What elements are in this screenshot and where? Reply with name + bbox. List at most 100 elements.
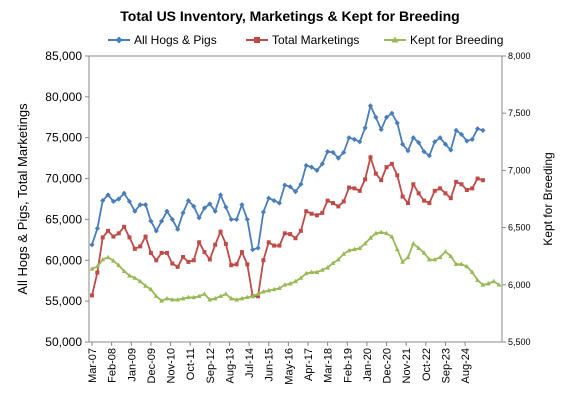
data-point	[266, 240, 271, 245]
x-tick-label: Aug-24	[460, 348, 472, 383]
data-point	[260, 289, 266, 294]
data-point	[180, 210, 186, 216]
y-axis-right: 5,500 6,000 6,500 7,000 7,500 8,000	[502, 51, 531, 347]
data-point	[250, 247, 256, 253]
x-tick-label: Feb-19	[342, 348, 354, 383]
data-point	[245, 262, 250, 267]
data-point	[480, 127, 486, 133]
y-left-tick-label: 50,000	[45, 335, 82, 349]
data-point	[389, 161, 394, 166]
data-point	[480, 178, 485, 183]
y-right-tick-label: 7,000	[508, 165, 531, 175]
x-tick-label: Apr-17	[303, 348, 315, 381]
data-point	[314, 167, 320, 173]
data-point	[239, 202, 245, 208]
x-tick-label: Dec-20	[382, 348, 394, 383]
data-point	[453, 261, 459, 267]
data-point	[357, 188, 362, 193]
data-point	[320, 210, 325, 215]
data-point	[234, 297, 239, 302]
data-point	[405, 254, 411, 260]
legend-label: All Hogs & Pigs	[134, 33, 217, 47]
series-layer	[89, 103, 502, 303]
data-point	[480, 282, 486, 287]
data-point	[384, 165, 389, 170]
data-point	[186, 259, 191, 264]
data-point	[143, 283, 148, 288]
data-point	[443, 249, 448, 254]
data-point	[352, 186, 357, 191]
data-point	[314, 213, 319, 218]
data-point	[228, 216, 234, 223]
data-point	[159, 298, 165, 303]
data-point	[491, 278, 497, 284]
series-total-marketings	[90, 154, 485, 299]
data-point	[170, 261, 175, 266]
legend-marker	[115, 36, 123, 44]
data-point	[405, 148, 411, 154]
data-point	[153, 293, 159, 299]
data-point	[485, 281, 491, 286]
data-point	[298, 275, 304, 280]
data-point	[314, 269, 320, 275]
data-point	[175, 264, 180, 269]
data-point	[464, 138, 470, 144]
data-point	[383, 114, 390, 120]
data-point	[207, 257, 212, 262]
data-point	[272, 243, 277, 248]
data-point	[260, 209, 266, 215]
data-point	[266, 195, 272, 201]
data-point	[244, 294, 250, 300]
data-point	[89, 242, 95, 248]
x-tick-label: Aug-13	[224, 348, 236, 383]
data-point	[271, 198, 277, 204]
data-point	[378, 126, 384, 133]
data-point	[475, 176, 480, 181]
data-point	[89, 266, 95, 271]
y-left-tick-label: 60,000	[45, 253, 82, 267]
data-point	[400, 259, 406, 264]
data-point	[448, 147, 454, 153]
data-point	[362, 241, 368, 246]
data-point	[454, 179, 459, 184]
data-point	[116, 262, 122, 268]
data-point	[426, 257, 432, 262]
data-point	[496, 282, 502, 287]
data-point	[255, 245, 261, 251]
data-point	[309, 269, 314, 275]
data-point	[223, 291, 229, 296]
data-point	[335, 257, 341, 262]
data-point	[368, 155, 373, 160]
x-tick-label: Nov-21	[401, 348, 413, 383]
data-point	[164, 250, 169, 255]
x-axis: Mar-07 Feb-08 Jan-09 Dec-09 Nov-10 Oct-11 Sep-…	[87, 342, 472, 385]
data-point	[266, 287, 272, 293]
data-point	[196, 293, 202, 299]
data-point	[234, 262, 239, 267]
data-point	[432, 188, 437, 193]
data-point	[384, 230, 389, 236]
data-point	[127, 273, 132, 278]
data-point	[368, 235, 373, 240]
legend-marker	[391, 36, 399, 43]
x-tick-label: Oct-22	[421, 348, 433, 381]
data-point	[448, 196, 453, 201]
data-point	[105, 254, 111, 260]
data-point	[394, 246, 400, 252]
data-point	[282, 282, 288, 287]
data-point	[271, 286, 277, 292]
data-point	[121, 268, 127, 273]
legend: All Hogs & Pigs Total Marketings Kept for …	[108, 33, 503, 47]
data-point	[282, 182, 288, 188]
data-point	[458, 131, 465, 138]
data-point	[191, 294, 197, 300]
data-point	[164, 208, 170, 214]
data-point	[201, 205, 208, 211]
data-point	[250, 293, 256, 299]
data-point	[304, 209, 309, 214]
data-point	[410, 135, 416, 141]
y-left-tick-label: 80,000	[45, 90, 82, 104]
data-point	[319, 267, 325, 272]
data-point	[202, 291, 207, 296]
